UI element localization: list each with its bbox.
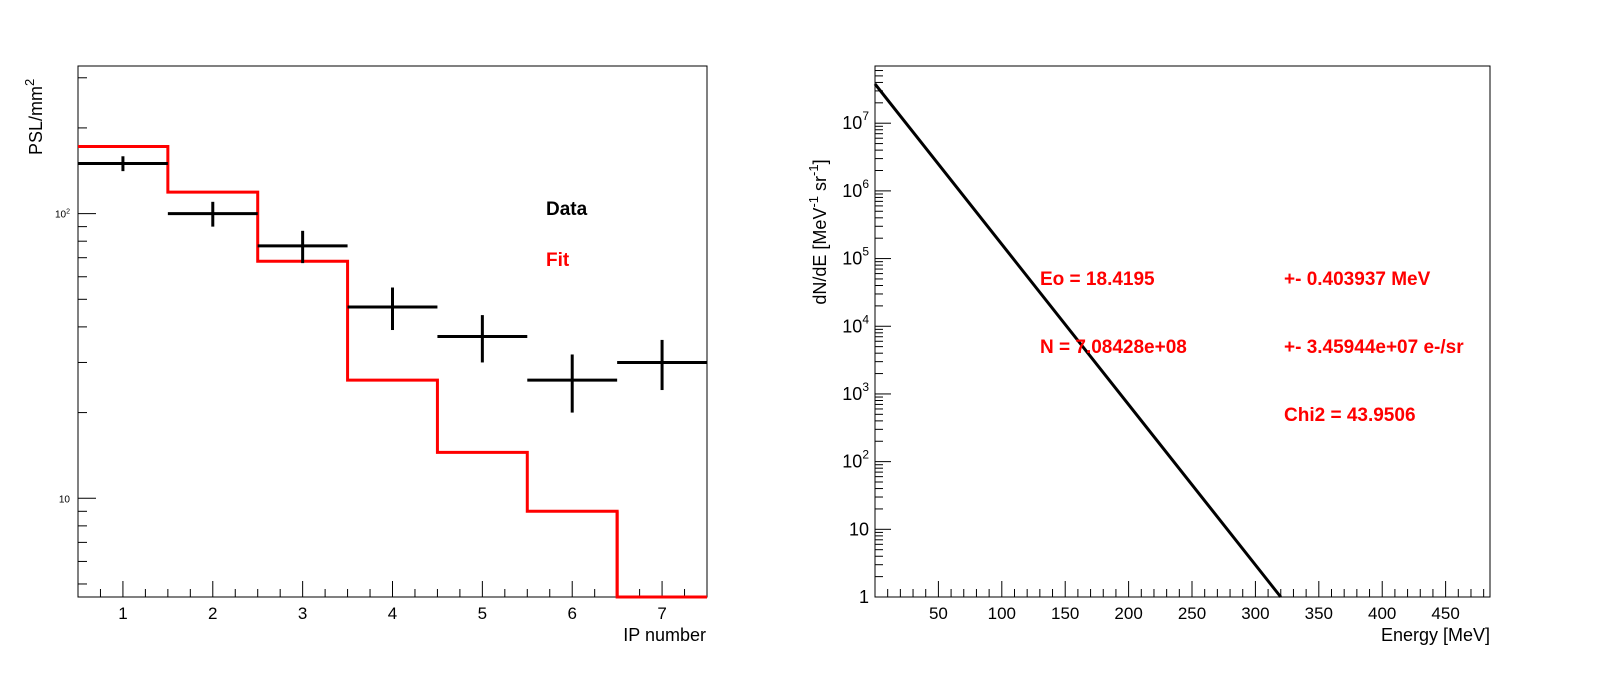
right-y-axis-title-part2: sr (810, 176, 830, 196)
right-y-tick-sup: 6 (862, 177, 869, 191)
left-y-tick-base: 10 (55, 210, 67, 221)
right-x-tick-label: 50 (929, 604, 948, 623)
right-y-axis-title-end: ] (810, 159, 830, 164)
right-x-tick-label: 200 (1114, 604, 1142, 623)
left-x-tick-label: 6 (567, 604, 576, 623)
left-plot-frame (77, 65, 708, 598)
right-y-tick-base: 10 (842, 452, 862, 472)
right-y-tick-sup: 5 (862, 245, 869, 259)
right-y-axis-title: dN/dE [MeV-1 sr-1] (806, 159, 830, 304)
left-y-axis-title-main: PSL/mm (26, 86, 46, 155)
left-x-tick-label: 2 (208, 604, 217, 623)
right-axes: 50 100 150 200 250 300 350 400 45011010210310410… (842, 65, 1485, 623)
data-point (617, 339, 707, 391)
right-y-tick-sup: 3 (862, 380, 869, 394)
right-x-tick-label: 100 (988, 604, 1016, 623)
right-y-tick-base: 10 (842, 249, 862, 269)
right-y-tick-label: 106 (842, 177, 869, 201)
right-y-axis-title-sup2: -1 (806, 164, 821, 176)
fit-eo-label: Eo = 18.4195 (1040, 269, 1155, 290)
fit-n-label: N = 7.08428e+08 (1040, 337, 1187, 358)
right-y-tick-label: 10 (849, 519, 869, 539)
right-x-tick-label: 400 (1368, 604, 1396, 623)
left-marks (78, 145, 707, 599)
right-y-tick-base: 10 (842, 181, 862, 201)
left-y-axis-title-sup: 2 (22, 79, 37, 86)
fit-histogram-line (78, 145, 707, 599)
data-point (527, 354, 618, 413)
data-point (167, 201, 258, 227)
left-y-tick-base: 10 (59, 494, 71, 505)
right-y-tick-sup: 7 (862, 109, 869, 123)
right-y-tick-base: 1 (859, 587, 869, 607)
right-y-tick-label: 1 (859, 587, 869, 607)
left-x-tick-label: 5 (478, 604, 487, 623)
right-y-tick-label: 103 (842, 380, 869, 404)
left-y-axis-title: PSL/mm2 (22, 79, 46, 155)
right-plot-frame (874, 65, 1491, 598)
right-x-tick-label: 150 (1051, 604, 1079, 623)
right-y-tick-base: 10 (842, 384, 862, 404)
right-y-axis-title-part1: dN/dE [MeV (810, 208, 830, 305)
right-y-tick-label: 102 (842, 448, 869, 472)
fit-chi2-label: Chi2 = 43.9506 (1284, 405, 1416, 426)
data-point (78, 156, 168, 172)
right-y-tick-base: 10 (842, 113, 862, 133)
fit-n-error-label: +- 3.45944e+07 e-/sr (1284, 337, 1464, 358)
left-y-tick-sup: 2 (66, 209, 70, 216)
right-marks (873, 83, 1282, 598)
right-y-tick-sup: 2 (862, 448, 869, 462)
right-x-tick-label: 300 (1241, 604, 1269, 623)
right-y-tick-sup: 4 (862, 312, 869, 326)
fit-eo-error-label: +- 0.403937 MeV (1284, 269, 1431, 290)
left-x-tick-label: 1 (118, 604, 127, 623)
right-x-axis-title: Energy [MeV] (1381, 625, 1490, 645)
spectrum-fit-line (873, 83, 1282, 598)
left-y-tick-label: 10 (59, 494, 71, 505)
left-x-tick-label: 7 (657, 604, 666, 623)
right-x-tick-label: 350 (1305, 604, 1333, 623)
right-y-tick-label: 104 (842, 312, 869, 336)
left-legend-fit-label: Fit (546, 250, 570, 271)
right-y-axis-title-sup1: -1 (806, 196, 821, 208)
left-x-axis-title: IP number (623, 625, 706, 645)
right-y-tick-label: 107 (842, 109, 869, 133)
left-y-tick-label: 102 (55, 209, 70, 221)
right-x-tick-label: 250 (1178, 604, 1206, 623)
data-point (347, 287, 438, 331)
left-x-tick-label: 4 (388, 604, 397, 623)
left-legend-data-label: Data (546, 199, 588, 220)
right-y-tick-label: 105 (842, 245, 869, 269)
left-x-tick-label: 3 (298, 604, 307, 623)
right-x-tick-label: 450 (1431, 604, 1459, 623)
right-chart-panel: 50 100 150 200 250 300 350 400 45011010210310410… (806, 65, 1491, 645)
data-point (437, 315, 528, 363)
right-y-tick-base: 10 (842, 316, 862, 336)
data-point (257, 230, 348, 264)
right-y-tick-base: 10 (849, 519, 869, 539)
